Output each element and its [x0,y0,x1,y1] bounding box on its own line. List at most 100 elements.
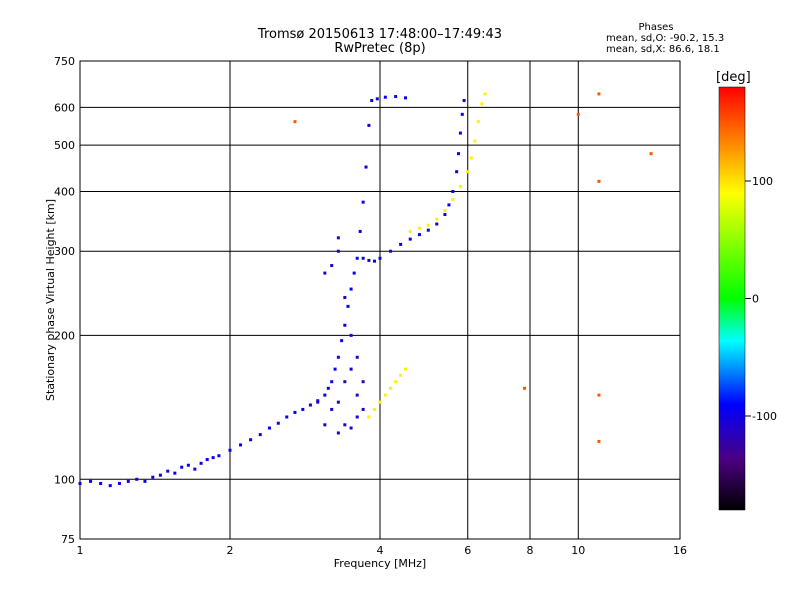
data-point [343,323,347,327]
data-point [151,475,155,479]
data-point [361,407,365,411]
data-point [361,256,365,260]
data-point [323,393,327,397]
data-point [330,264,334,268]
data-point [399,242,403,246]
data-point [361,380,365,384]
data-point [597,179,601,183]
colorbar-tick-label: 0 [752,293,759,306]
data-point [367,258,371,262]
data-point [249,438,253,442]
data-point [451,189,455,193]
data-point [403,367,407,371]
x-axis-ticks: 1 2 4 6 8 10 16 [77,544,688,557]
colorbar-tick-label: 100 [752,175,773,188]
data-point [649,152,653,156]
data-point [323,271,327,275]
data-point [211,456,215,460]
data-point [352,271,356,275]
data-point [394,95,398,99]
y-tick-label: 300 [54,245,75,258]
data-point [330,380,334,384]
y-axis-ticks: 75 100 200 300 400 500 600 750 [54,55,75,546]
data-point [383,95,387,99]
data-point [378,400,382,404]
data-point [267,426,271,430]
data-point [293,410,297,414]
data-point [349,333,353,337]
data-point [126,479,130,483]
data-point [483,92,487,96]
data-point [199,461,203,465]
data-point [370,99,374,103]
data-point [394,380,398,384]
data-point [173,471,177,475]
x-tick-label: 2 [227,544,234,557]
data-point [458,131,462,135]
data-point [443,209,447,213]
data-point [361,200,365,204]
data-point [417,226,421,230]
chart-title: Tromsø 20150613 17:48:00–17:49:43 [257,27,503,42]
data-point [336,249,340,253]
data-point [336,400,340,404]
data-point [597,439,601,443]
data-point [460,112,464,116]
data-point [336,236,340,240]
data-point [462,99,466,103]
data-point [330,407,334,411]
data-point [451,197,455,201]
y-tick-label: 750 [54,55,75,68]
data-point [358,229,362,233]
data-point [383,393,387,397]
stats-line-x: mean, sd,X: 86.6, 18.1 [606,44,720,55]
data-point [326,386,330,390]
data-point [346,304,350,308]
data-point [597,92,601,96]
colorbar-ticks: 100 0 -100 [745,175,777,423]
data-point [158,473,162,477]
data-point [466,170,470,174]
data-point [378,256,382,260]
data-point [336,355,340,359]
plot-frame [79,60,681,540]
data-point [336,431,340,435]
colorbar [718,86,746,511]
data-point [373,259,377,263]
data-point [186,463,190,467]
data-point [117,481,121,485]
y-tick-label: 100 [54,473,75,486]
data-point [180,465,184,469]
data-point [476,120,480,124]
data-point [316,400,320,404]
data-point [108,484,112,488]
colorbar-tick-label: -100 [752,410,777,423]
colorbar-unit-label: [deg] [716,70,751,85]
data-point [375,97,379,101]
data-point [458,184,462,188]
data-point [455,170,459,174]
data-point [308,403,312,407]
x-tick-label: 1 [77,544,84,557]
data-point [597,393,601,397]
data-point [576,112,580,116]
y-tick-label: 75 [61,533,75,546]
data-point [355,393,359,397]
x-tick-label: 16 [673,544,687,557]
x-tick-label: 8 [527,544,534,557]
data-point [469,156,473,160]
data-point [323,423,327,427]
data-point [349,426,353,430]
data-point [367,415,371,419]
data-point [408,229,412,233]
data-point [447,203,451,207]
y-tick-label: 500 [54,139,75,152]
data-point [343,380,347,384]
data-point [473,139,477,143]
data-point [135,477,139,481]
y-tick-label: 600 [54,101,75,114]
data-point [355,415,359,419]
data-point [333,367,337,371]
data-point [355,355,359,359]
